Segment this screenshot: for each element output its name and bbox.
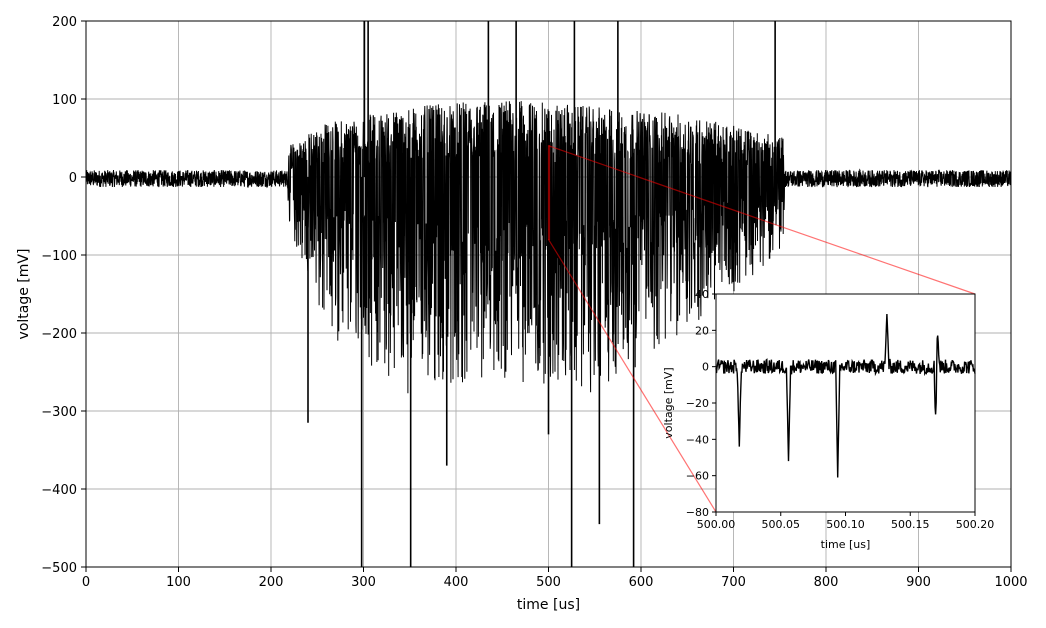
inset-signal-trace	[715, 313, 976, 478]
inset-x-tick-label: 500.15	[891, 518, 930, 531]
main-y-tick-label: −200	[41, 327, 77, 342]
main-ticks: 0 100 200 300 400 500 600 700 800 900 1000−500−400…	[41, 15, 1027, 590]
inset-ticks: 500.00 500.05 500.10 500.15 500.20 −80 −60 −40 −…	[686, 288, 994, 531]
main-y-tick-label: −500	[41, 561, 77, 576]
inset-y-tick-label: −20	[686, 397, 709, 410]
inset-background	[716, 294, 975, 512]
zoom-connector-bottom	[547, 239, 717, 513]
inset-y-tick-label: −80	[686, 506, 709, 519]
main-y-tick-label: 200	[52, 15, 77, 30]
main-y-tick-label: −100	[41, 249, 77, 264]
main-y-tick-label: −300	[41, 405, 77, 420]
zoom-region-box	[547, 145, 551, 241]
main-y-tick-label: 0	[69, 171, 77, 186]
inset-y-axis-label: voltage [mV]	[662, 367, 675, 438]
inset-y-tick-label: 20	[695, 324, 709, 337]
inset-x-axis-label: time [us]	[821, 538, 871, 551]
main-x-tick-label: 900	[906, 575, 931, 590]
inset-x-tick-label: 500.05	[762, 518, 801, 531]
main-y-tick-label: −400	[41, 483, 77, 498]
inset-signal-line	[715, 313, 976, 478]
inset-x-tick-label: 500.00	[697, 518, 736, 531]
main-y-axis-label: voltage [mV]	[16, 249, 32, 340]
inset-y-tick-label: −60	[686, 470, 709, 483]
inset-plot: 500.00 500.05 500.10 500.15 500.20 −80 −60 −40 −…	[662, 288, 994, 551]
main-x-tick-label: 1000	[994, 575, 1027, 590]
main-x-tick-label: 400	[444, 575, 469, 590]
inset-x-tick-label: 500.20	[956, 518, 995, 531]
inset-x-tick-label: 500.10	[826, 518, 865, 531]
inset-y-tick-label: 0	[702, 361, 709, 374]
main-signal-trace	[85, 21, 1012, 567]
main-x-tick-label: 200	[259, 575, 284, 590]
main-x-axis-label: time [us]	[517, 597, 580, 613]
main-x-tick-label: 500	[536, 575, 561, 590]
main-x-tick-label: 700	[721, 575, 746, 590]
zoom-indicator	[547, 145, 976, 513]
inset-y-tick-label: 40	[695, 288, 709, 301]
main-y-tick-label: 100	[52, 93, 77, 108]
main-x-tick-label: 0	[82, 575, 90, 590]
main-x-tick-label: 300	[351, 575, 376, 590]
main-x-tick-label: 600	[629, 575, 654, 590]
main-x-tick-label: 800	[814, 575, 839, 590]
main-x-tick-label: 100	[166, 575, 191, 590]
zoom-connector-top	[548, 145, 976, 295]
inset-y-tick-label: −40	[686, 433, 709, 446]
